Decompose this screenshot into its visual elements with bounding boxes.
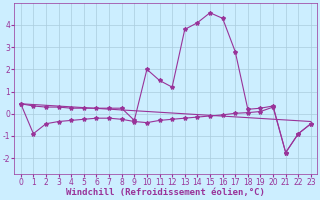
X-axis label: Windchill (Refroidissement éolien,°C): Windchill (Refroidissement éolien,°C) (66, 188, 265, 197)
